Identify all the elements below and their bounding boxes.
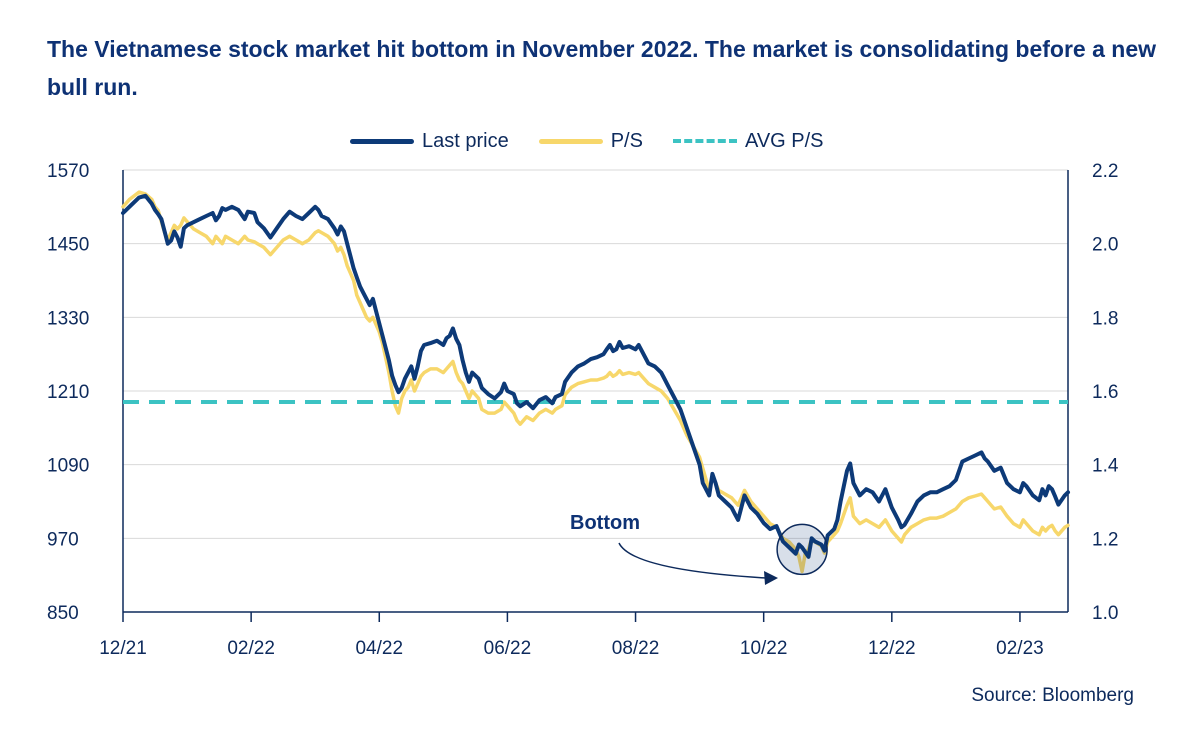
legend-item-avg-ps: AVG P/S bbox=[672, 129, 824, 153]
series-line-ps bbox=[121, 190, 1070, 574]
y-right-tick-label: 2.2 bbox=[1092, 161, 1118, 182]
y-left-tick-label: 1210 bbox=[47, 382, 89, 403]
x-tick-label: 04/22 bbox=[355, 638, 403, 659]
y-right-tick-label: 1.0 bbox=[1092, 603, 1118, 624]
x-tick-label: 10/22 bbox=[740, 638, 788, 659]
y-left-tick-label: 850 bbox=[47, 603, 79, 624]
x-tick-label: 02/22 bbox=[227, 638, 275, 659]
x-tick-label: 12/21 bbox=[99, 638, 147, 659]
legend-item-last-price: Last price bbox=[350, 130, 509, 153]
legend-swatch-ps bbox=[538, 138, 603, 144]
x-tick-label: 06/22 bbox=[484, 638, 532, 659]
legend-label-last-price: Last price bbox=[422, 129, 509, 152]
legend-label-ps: P/S bbox=[610, 129, 643, 152]
y-right-tick-label: 1.6 bbox=[1092, 382, 1118, 403]
x-tick-label: 02/23 bbox=[996, 638, 1044, 659]
legend: Last price P/S AVG P/S bbox=[350, 126, 854, 156]
source-note: Source: Bloomberg bbox=[971, 685, 1134, 706]
x-tick-label: 08/22 bbox=[612, 638, 660, 659]
annotation-arrow-line bbox=[618, 542, 767, 579]
y-left-tick-label: 1330 bbox=[47, 308, 89, 329]
annotation-arrow-head bbox=[764, 571, 778, 585]
series-line-last-price bbox=[121, 193, 1070, 559]
y-left-tick-label: 1450 bbox=[47, 235, 89, 256]
bottom-highlight-circle bbox=[776, 523, 828, 576]
annotation-bottom-label: Bottom bbox=[570, 512, 640, 534]
legend-swatch-last-price bbox=[350, 138, 414, 144]
y-right-tick-label: 2.0 bbox=[1092, 235, 1118, 256]
y-right-tick-label: 1.4 bbox=[1092, 456, 1119, 477]
legend-item-ps: P/S bbox=[538, 129, 643, 153]
legend-swatch-avg-ps bbox=[672, 139, 737, 143]
legend-label-avg-ps: AVG P/S bbox=[744, 129, 824, 152]
y-left-tick-label: 1570 bbox=[47, 161, 89, 182]
y-left-tick-label: 1090 bbox=[47, 456, 89, 477]
chart-title: The Vietnamese stock market hit bottom i… bbox=[47, 36, 1157, 100]
y-left-tick-label: 970 bbox=[47, 529, 79, 550]
y-right-tick-label: 1.8 bbox=[1092, 308, 1118, 329]
x-tick-label: 12/22 bbox=[868, 638, 916, 659]
y-right-tick-label: 1.2 bbox=[1092, 529, 1118, 550]
